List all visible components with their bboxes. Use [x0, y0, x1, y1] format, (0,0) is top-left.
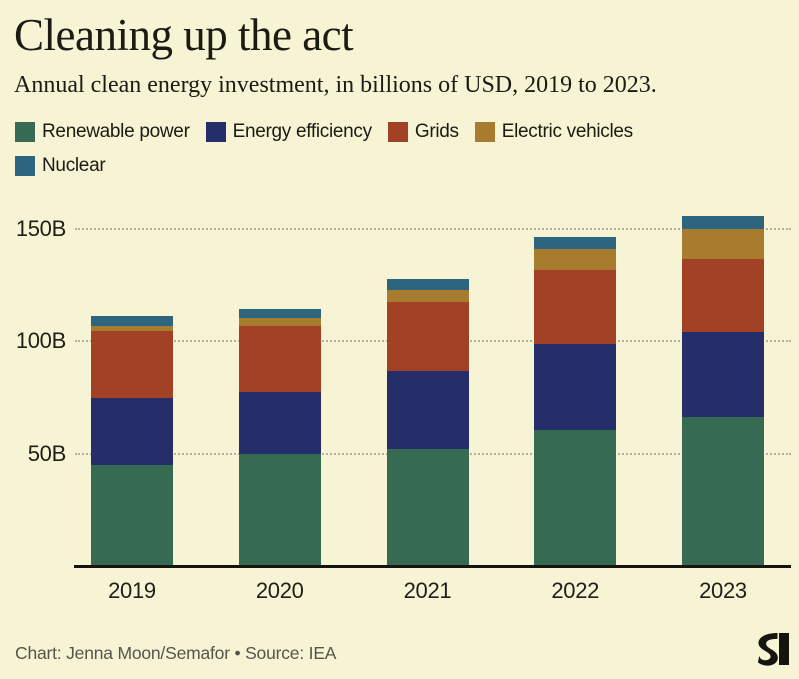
bar-segment-renewable-power — [534, 430, 617, 566]
legend-label: Grids — [414, 121, 459, 142]
x-axis-tick-label: 2021 — [403, 578, 452, 603]
bar-segment-energy-efficiency — [238, 391, 321, 454]
bar-segment-renewable-power — [238, 453, 321, 566]
bar-2022 — [534, 236, 617, 566]
bar-segment-electric-vehicles — [534, 249, 617, 270]
legend: Renewable power Energy efficiency Grids Ele… — [15, 121, 715, 177]
legend-swatch — [387, 122, 408, 142]
bar-segment-energy-efficiency — [682, 332, 764, 417]
bar-segment-electric-vehicles — [238, 317, 321, 326]
legend-item-nuclear: Nuclear — [15, 155, 106, 177]
legend-swatch — [474, 122, 495, 142]
legend-label: Electric vehicles — [501, 121, 633, 142]
bar-segment-energy-efficiency — [386, 370, 469, 450]
legend-item-energy-efficiency: Energy efficiency — [205, 121, 373, 143]
bar-segment-electric-vehicles — [386, 289, 469, 303]
bar-segment-grids — [534, 269, 617, 344]
x-axis-tick-label: 2019 — [108, 578, 156, 603]
legend-item-renewable-power: Renewable power — [15, 121, 190, 143]
x-axis-tick-label: 2020 — [255, 578, 304, 603]
legend-label: Nuclear — [42, 155, 106, 176]
bar-segment-energy-efficiency — [91, 397, 173, 465]
legend-swatch — [15, 156, 35, 176]
bar-segment-grids — [386, 302, 469, 371]
y-axis-tick-label: 150B — [15, 216, 66, 242]
bar-segment-energy-efficiency — [534, 343, 617, 431]
bar-segment-renewable-power — [386, 449, 469, 566]
bar-segment-grids — [91, 331, 173, 398]
x-axis-tick-label: 2022 — [551, 578, 600, 603]
legend-swatch — [205, 122, 226, 142]
chart-subtitle: Annual clean energy investment, in billi… — [14, 72, 657, 98]
semafor-logo — [758, 633, 789, 666]
bar-segment-nuclear — [91, 315, 173, 326]
legend-item-grids: Grids — [387, 121, 459, 143]
bar-segment-renewable-power — [682, 416, 764, 566]
bar-segment-grids — [682, 259, 764, 333]
x-axis-tick-label: 2023 — [699, 578, 747, 603]
credit-text: Chart: Jenna Moon/Semafor • Source: IEA — [15, 643, 337, 663]
bar-2020 — [238, 308, 321, 566]
legend-swatch — [15, 122, 35, 142]
bar-segment-electric-vehicles — [682, 229, 764, 260]
legend-label: Energy efficiency — [232, 121, 373, 142]
y-axis-tick-label: 50B — [27, 440, 67, 466]
bar-segment-electric-vehicles — [91, 325, 173, 332]
chart-title: Cleaning up the act — [14, 10, 354, 60]
bar-segment-nuclear — [238, 308, 321, 318]
bar-segment-nuclear — [534, 236, 617, 250]
bar-segment-nuclear — [682, 215, 764, 230]
gridline-150B — [75, 228, 791, 231]
legend-item-electric-vehicles: Electric vehicles — [474, 121, 633, 143]
y-axis-tick-label: 100B — [15, 328, 66, 354]
bar-segment-nuclear — [386, 278, 469, 290]
bar-2021 — [386, 278, 469, 566]
bar-2023 — [682, 215, 764, 566]
legend-label: Renewable power — [42, 121, 190, 142]
bar-segment-renewable-power — [91, 464, 173, 566]
bar-segment-grids — [238, 325, 321, 392]
bar-2019 — [91, 315, 173, 566]
x-axis-line — [74, 565, 791, 568]
